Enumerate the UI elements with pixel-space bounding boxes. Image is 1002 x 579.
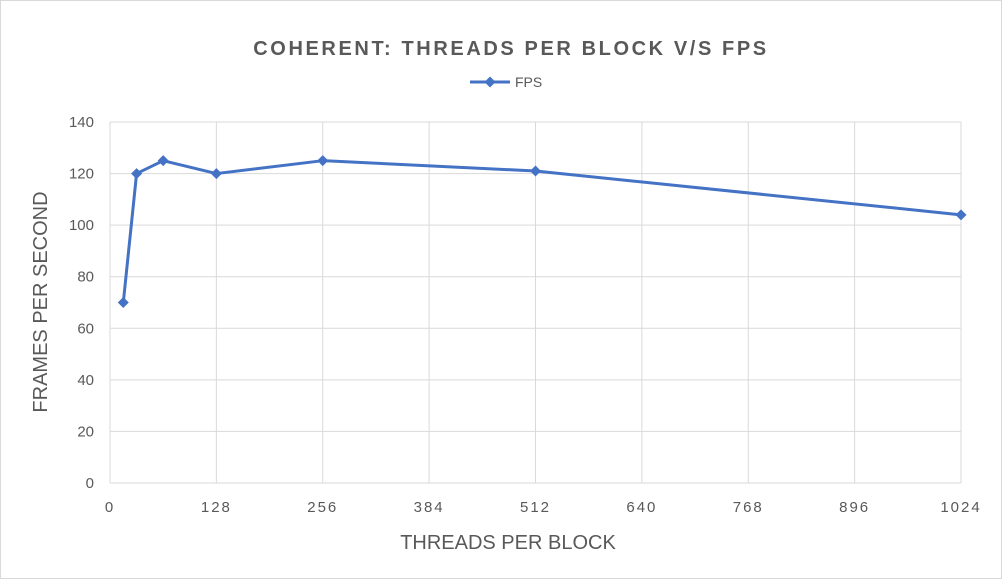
x-tick-label-7: 896 — [839, 499, 870, 516]
x-axis-ticks: 0 128 256 384 512 640 768 896 1024 — [105, 499, 981, 516]
y-tick-label-0: 0 — [86, 475, 94, 492]
x-tick-label-1: 128 — [201, 499, 232, 516]
data-point-6 — [955, 209, 967, 221]
x-tick-label-8: 1024 — [940, 499, 981, 516]
data-point-4 — [317, 155, 329, 167]
series-line-fps — [121, 159, 962, 303]
y-tick-label-2: 40 — [77, 372, 94, 389]
y-axis-ticks: 0 20 40 60 80 100 120 140 — [69, 114, 94, 492]
legend: FPS — [470, 74, 542, 90]
x-tick-label-5: 640 — [626, 499, 657, 516]
y-tick-label-6: 120 — [69, 166, 94, 183]
data-point-2 — [157, 155, 169, 167]
y-axis-title: FRAMES PER SECOND — [30, 191, 52, 412]
x-axis-title: THREADS PER BLOCK — [400, 532, 616, 554]
x-tick-label-3: 384 — [414, 499, 445, 516]
x-tick-label-0: 0 — [105, 499, 115, 516]
x-tick-label-4: 512 — [520, 499, 551, 516]
y-tick-label-1: 20 — [77, 423, 94, 440]
x-tick-label-6: 768 — [733, 499, 764, 516]
gridlines — [109, 121, 962, 484]
data-point-3 — [210, 168, 222, 180]
legend-label: FPS — [515, 74, 542, 90]
y-tick-label-3: 60 — [77, 320, 94, 337]
x-tick-label-2: 256 — [307, 499, 338, 516]
y-tick-label-7: 140 — [69, 114, 94, 131]
y-tick-label-5: 100 — [69, 217, 94, 234]
data-point-5 — [530, 165, 541, 177]
series-markers-fps — [117, 155, 967, 308]
chart-title: COHERENT: THREADS PER BLOCK V/S FPS — [253, 38, 768, 60]
legend-marker — [484, 76, 496, 88]
data-point-1 — [131, 168, 143, 180]
data-point-0 — [117, 297, 129, 308]
y-tick-label-4: 80 — [77, 269, 94, 286]
